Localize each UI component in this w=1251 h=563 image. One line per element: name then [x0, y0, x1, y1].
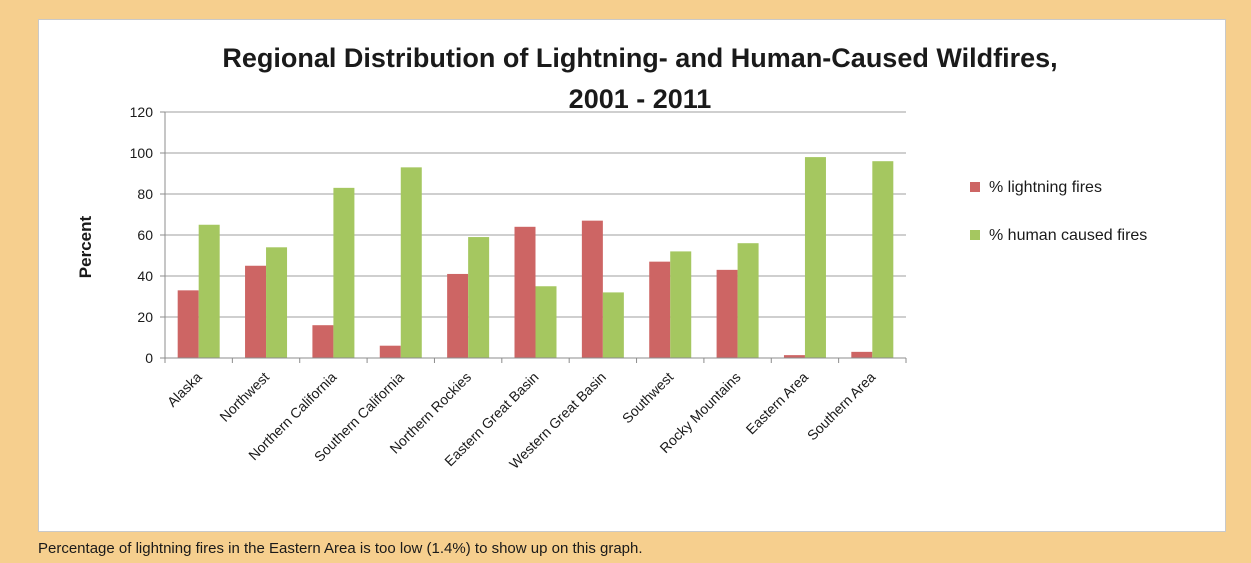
legend-swatch-human	[970, 230, 980, 240]
chart-caption: Percentage of lightning fires in the Eas…	[38, 540, 643, 557]
bar-lightning	[312, 325, 334, 358]
bar-lightning	[245, 265, 267, 358]
y-axis-label: Percent	[76, 215, 95, 278]
y-tick-label: 100	[130, 145, 154, 161]
y-tick-label: 80	[137, 186, 153, 202]
bar-lightning	[447, 273, 469, 358]
bar-human	[198, 224, 220, 358]
bar-lightning	[514, 226, 536, 358]
bar-human	[670, 251, 692, 358]
legend-label-lightning: % lightning fires	[989, 179, 1102, 196]
chart-svg: Regional Distribution of Lightning- and …	[76, 43, 1147, 472]
bar-human	[535, 286, 557, 358]
x-tick-label: Northwest	[216, 369, 272, 425]
bar-human	[468, 237, 490, 358]
bar-human	[400, 167, 422, 358]
chart-title-line-1: Regional Distribution of Lightning- and …	[222, 43, 1057, 73]
y-tick-label: 120	[130, 104, 154, 120]
bar-lightning	[177, 290, 199, 358]
bar-lightning	[851, 351, 873, 358]
x-tick-label: Southwest	[619, 369, 677, 427]
y-tick-label: 60	[137, 227, 153, 243]
bar-lightning	[783, 355, 805, 358]
bar-lightning	[581, 220, 603, 358]
legend: % lightning fires % human caused fires	[970, 179, 1147, 244]
bar-human	[602, 292, 624, 358]
bar-lightning	[716, 269, 738, 358]
legend-swatch-lightning	[970, 182, 980, 192]
bars-layer	[177, 157, 894, 358]
chart-title-line-2: 2001 - 2011	[569, 84, 712, 114]
y-tick-label: 0	[145, 350, 153, 366]
bar-human	[804, 157, 826, 358]
y-tick-label: 20	[137, 309, 153, 325]
bar-human	[266, 247, 288, 358]
bar-human	[872, 161, 894, 358]
bar-human	[333, 187, 355, 358]
bar-human	[737, 243, 759, 358]
chart-panel: Regional Distribution of Lightning- and …	[38, 19, 1226, 532]
x-tick-label: Alaska	[164, 369, 205, 410]
bar-lightning	[649, 261, 671, 358]
legend-label-human: % human caused fires	[989, 227, 1147, 244]
y-tick-label: 40	[137, 268, 153, 284]
x-tick-label: Eastern Area	[743, 369, 812, 438]
bar-lightning	[379, 345, 401, 358]
x-tick-label: Southern Area	[804, 369, 879, 444]
